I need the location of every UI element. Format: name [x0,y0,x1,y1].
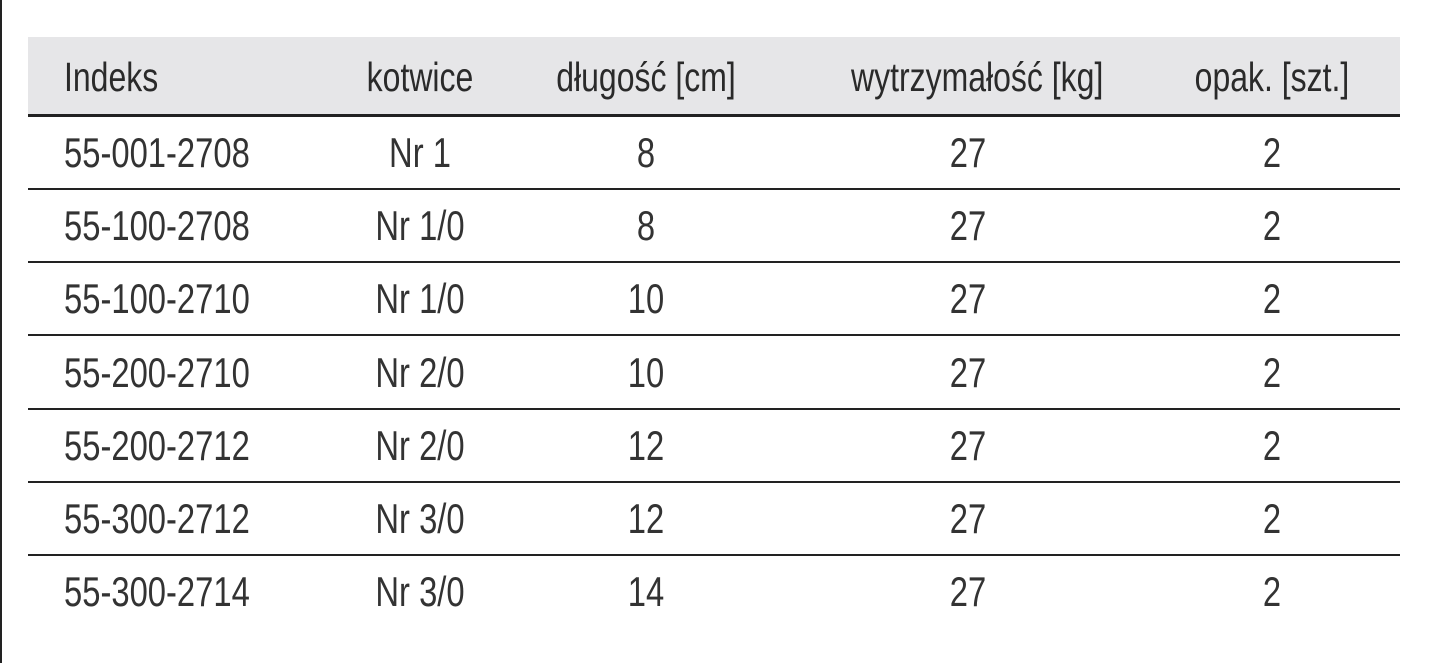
header-cell: kotwice [366,54,474,100]
table-cell: 2 [1262,495,1282,542]
table-cell: 12 [627,421,665,469]
table-cell: 27 [949,202,987,250]
table-cell: 14 [627,568,665,616]
table-cell: 2 [1262,275,1282,323]
table-cell: 27 [949,495,987,542]
header-cell: opak. [szt.] [1194,54,1350,100]
row-rule [28,408,1400,410]
table-cell: Nr 3/0 [375,495,465,542]
table-cell: 27 [949,129,987,176]
table-cell: Nr 3/0 [375,568,465,616]
header-background [28,37,1400,115]
table-cell: 55-200-2712 [64,421,250,469]
table-cell: Nr 1/0 [375,275,465,323]
table-cell: Nr 1 [389,129,451,176]
table-cell: 27 [949,421,987,469]
header-cell: wytrzymałość [kg] [851,54,1104,100]
table-cell: 10 [627,275,665,323]
row-rule [28,261,1400,263]
row-rule [28,481,1400,483]
row-rule [28,554,1400,556]
table-cell: 27 [949,348,987,396]
header-rule [28,114,1400,117]
table-cell: Nr 2/0 [375,421,465,469]
page-edge [0,0,2,663]
table-cell: 2 [1262,348,1282,396]
table-cell: 55-100-2708 [64,202,250,250]
table-cell: 55-300-2714 [64,568,250,616]
table-cell: 8 [636,202,656,250]
table-cell: 55-300-2712 [64,495,250,542]
table-cell: 27 [949,275,987,323]
table-cell: 10 [627,348,665,396]
header-cell: Indeks [64,54,159,100]
table-cell: 55-100-2710 [64,275,250,323]
table-cell: 8 [636,129,656,176]
table-cell: Nr 2/0 [375,348,465,396]
table-cell: 55-001-2708 [64,129,250,176]
row-rule [28,334,1400,336]
table-cell: 2 [1262,129,1282,176]
table-cell: 12 [627,495,665,542]
row-rule [28,188,1400,190]
table-cell: 55-200-2710 [64,348,250,396]
table-cell: 2 [1262,202,1282,250]
table-cell: 27 [949,568,987,616]
table-cell: Nr 1/0 [375,202,465,250]
table-cell: 2 [1262,421,1282,469]
header-cell: długość [cm] [556,54,736,100]
table-cell: 2 [1262,568,1282,616]
